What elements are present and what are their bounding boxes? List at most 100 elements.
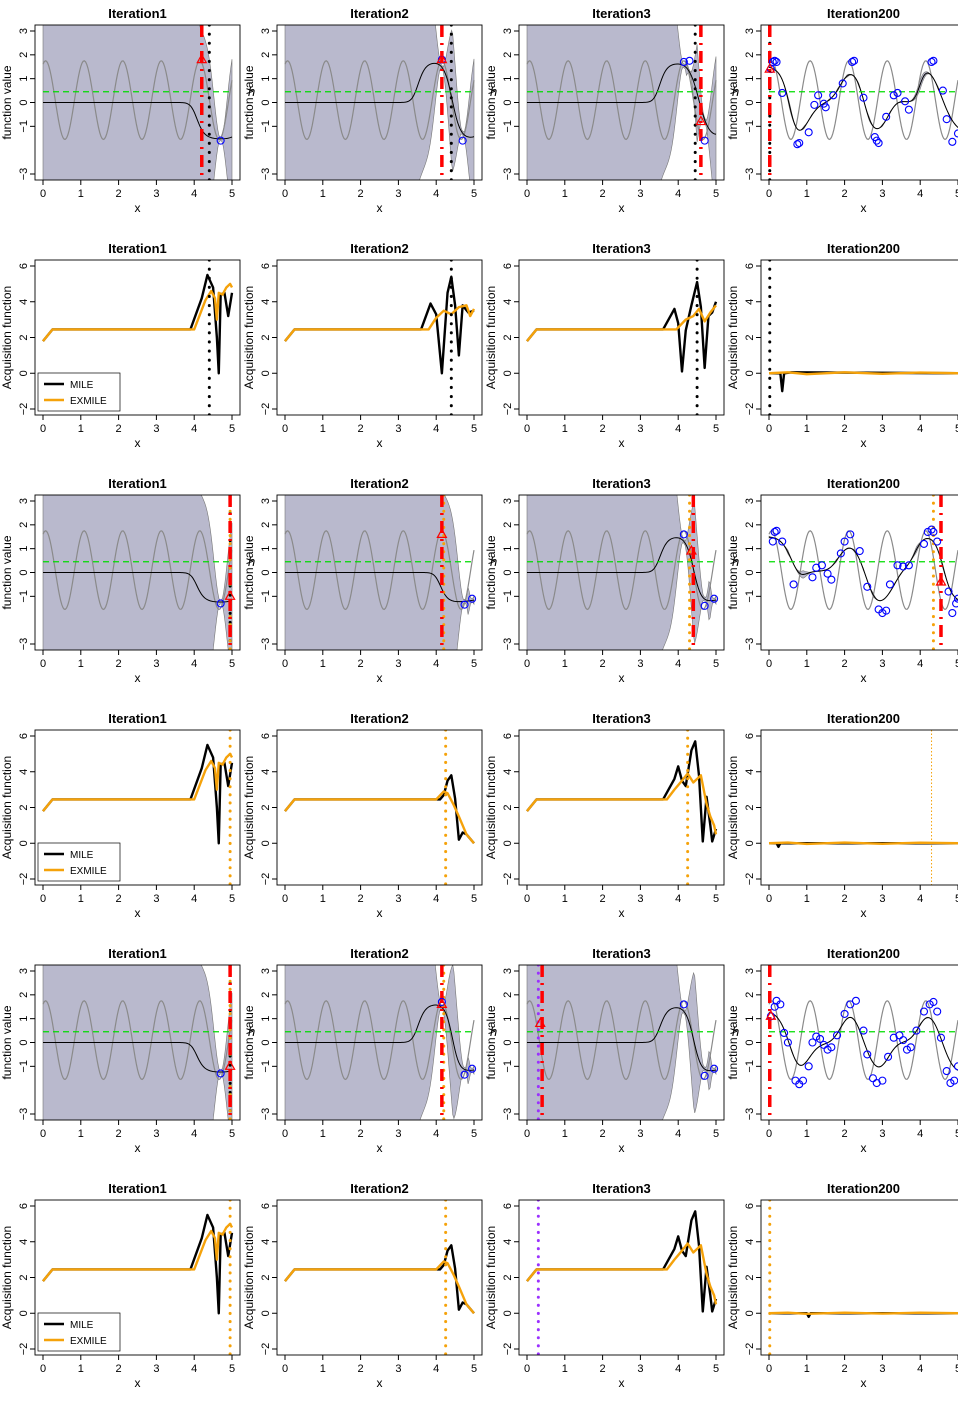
- y-tick-label: 2: [502, 992, 514, 998]
- y-tick-label: 6: [744, 733, 756, 739]
- x-tick-label: 0: [524, 893, 530, 905]
- y-tick-label: 2: [502, 522, 514, 528]
- observed-point: [949, 610, 956, 617]
- x-tick-label: 1: [562, 188, 568, 200]
- x-tick-label: 0: [524, 423, 530, 435]
- x-tick-label: 5: [713, 658, 719, 670]
- x-tick-label: 2: [600, 423, 606, 435]
- x-axis-label: x: [135, 436, 141, 450]
- y-tick-label: 6: [502, 263, 514, 269]
- y-tick-label: 0: [502, 99, 514, 105]
- legend-mile-label: MILE: [70, 380, 94, 391]
- y-tick-label: 0: [502, 1039, 514, 1045]
- x-tick-label: 0: [282, 423, 288, 435]
- y-tick-label: 2: [744, 804, 756, 810]
- x-tick-label: 1: [78, 188, 84, 200]
- x-tick-label: 5: [713, 188, 719, 200]
- x-tick-label: 1: [320, 1363, 326, 1375]
- y-tick-label: 2: [18, 1274, 30, 1280]
- confidence-band: [285, 0, 474, 214]
- y-tick-label: 6: [18, 733, 30, 739]
- x-axis-label: x: [135, 1376, 141, 1390]
- x-tick-label: 1: [562, 423, 568, 435]
- plot-frame: [277, 1200, 482, 1355]
- x-tick-label: 3: [879, 1363, 885, 1375]
- y-tick-label: 0: [744, 370, 756, 376]
- x-tick-label: 0: [40, 188, 46, 200]
- panel-title: Iteration200: [827, 476, 900, 491]
- x-axis-label: x: [619, 1141, 625, 1155]
- x-tick-label: 4: [433, 1128, 439, 1140]
- plot-frame: [277, 730, 482, 885]
- x-tick-label: 3: [395, 1128, 401, 1140]
- y-tick-label: 1: [502, 1016, 514, 1022]
- observed-point: [805, 1063, 812, 1070]
- panel-title: Iteration1: [108, 711, 167, 726]
- panel-title: Iteration2: [350, 1181, 409, 1196]
- y-tick-label: −1: [502, 590, 514, 603]
- observed-point: [769, 538, 776, 545]
- y-tick-label: 4: [260, 1239, 272, 1245]
- x-tick-label: 1: [804, 658, 810, 670]
- y-tick-label: 0: [502, 840, 514, 846]
- x-tick-label: 4: [675, 893, 681, 905]
- plot-area: [765, 25, 958, 180]
- x-tick-label: 3: [879, 893, 885, 905]
- mile-line: [527, 282, 716, 371]
- plot-frame: [761, 965, 958, 1120]
- y-tick-label: 2: [744, 52, 756, 58]
- x-tick-label: 5: [713, 423, 719, 435]
- y-axis-label: Acquisition function: [484, 756, 498, 859]
- plot-area: [285, 260, 474, 415]
- x-axis-label: x: [861, 906, 867, 920]
- panel-title: Iteration2: [350, 946, 409, 961]
- y-tick-label: 4: [502, 769, 514, 775]
- x-tick-label: 2: [600, 1363, 606, 1375]
- x-tick-label: 1: [78, 423, 84, 435]
- x-tick-label: 3: [395, 423, 401, 435]
- plot-area: [43, 472, 235, 693]
- y-tick-label: 6: [744, 263, 756, 269]
- y-tick-label: 1: [744, 1016, 756, 1022]
- y-tick-label: 0: [744, 99, 756, 105]
- y-axis-label: function value: [726, 1005, 740, 1079]
- observed-point: [809, 574, 816, 581]
- y-tick-label: 2: [744, 522, 756, 528]
- x-tick-label: 4: [191, 423, 197, 435]
- y-tick-label: 3: [260, 498, 272, 504]
- y-tick-label: 0: [502, 1310, 514, 1316]
- x-tick-label: 1: [320, 423, 326, 435]
- legend-exmile-label: EXMILE: [70, 1336, 107, 1347]
- y-tick-label: 1: [260, 76, 272, 82]
- y-tick-label: 0: [260, 569, 272, 575]
- x-tick-label: 1: [804, 188, 810, 200]
- x-tick-label: 0: [766, 1363, 772, 1375]
- y-axis-label: function value: [242, 65, 256, 139]
- x-tick-label: 1: [804, 423, 810, 435]
- confidence-band: [43, 472, 232, 693]
- x-tick-label: 0: [40, 893, 46, 905]
- y-tick-label: −3: [744, 168, 756, 181]
- x-tick-label: 2: [842, 1363, 848, 1375]
- x-tick-label: 0: [40, 658, 46, 670]
- x-axis-label: x: [377, 671, 383, 685]
- x-tick-label: 4: [675, 188, 681, 200]
- y-tick-label: −3: [18, 638, 30, 651]
- plot-area: [285, 472, 476, 694]
- y-tick-label: 0: [260, 99, 272, 105]
- panel-title: Iteration200: [827, 6, 900, 21]
- y-tick-label: −3: [18, 1108, 30, 1121]
- x-tick-label: 3: [153, 188, 159, 200]
- y-axis-label: function value: [484, 1005, 498, 1079]
- y-axis-label: Acquisition function: [726, 286, 740, 389]
- y-tick-label: −2: [260, 873, 272, 886]
- panel-title: Iteration200: [827, 1181, 900, 1196]
- x-axis-label: x: [135, 201, 141, 215]
- y-tick-label: 4: [744, 1239, 756, 1245]
- x-tick-label: 4: [675, 423, 681, 435]
- plot-frame: [519, 260, 724, 415]
- x-tick-label: 3: [637, 423, 643, 435]
